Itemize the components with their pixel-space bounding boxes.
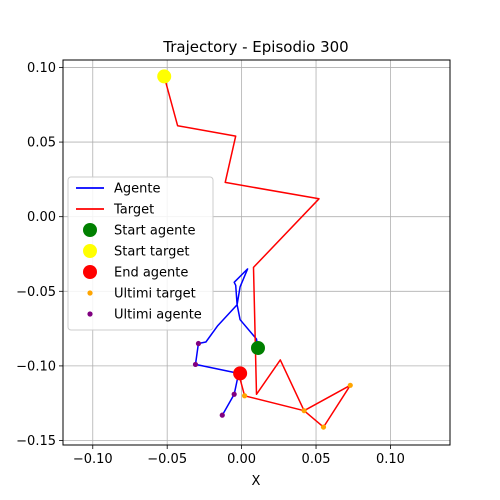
legend-label-start-agente: Start agente [114,224,195,239]
marker-ultimi-target [301,408,307,414]
y-tick-label: −0.10 [16,359,56,374]
legend-label-target: Target [113,203,154,218]
x-axis-label: X [252,474,261,489]
x-tick-label: 0.10 [376,452,405,467]
legend-box [67,176,214,331]
legend-label-ultimi-target: Ultimi target [114,287,196,302]
legend-swatch-ultimi-agente [87,311,93,317]
y-tick-label: 0.00 [27,210,56,225]
marker-start-target [157,69,172,84]
series-line-agente [194,268,259,416]
y-tick-label: 0.10 [27,61,56,76]
y-tick-label: 0.05 [27,136,56,151]
legend-label-end-agente: End agente [114,266,188,281]
axis-ticks: −0.10 −0.05 0.00 0.05 0.10 0.10 0.05 0.00 −0.05 −… [16,61,405,467]
x-tick-label: −0.05 [147,452,187,467]
legend-label-ultimi-agente: Ultimi agente [114,308,202,323]
series-line-target [163,76,352,428]
y-tick-label: −0.15 [16,434,56,449]
marker-end-agente [233,366,248,381]
legend: Agente Target Start agente Start target End … [67,176,214,331]
x-tick-label: 0.05 [302,452,331,467]
y-tick-label: −0.05 [16,285,56,300]
marker-start-agente [250,341,265,356]
x-tick-label: 0.00 [227,452,256,467]
marker-ultimi-agente [195,340,202,347]
chart-title: Trajectory - Episodio 300 [162,38,348,56]
marker-ultimi-agente [219,412,225,418]
plot-area [157,69,353,430]
marker-ultimi-agente [231,391,237,397]
marker-ultimi-target [320,424,327,430]
legend-swatch-start-target [83,244,97,258]
axes-frame [62,59,451,446]
legend-swatch-end-agente [83,265,97,279]
marker-ultimi-target [347,382,353,388]
legend-swatch-start-agente [83,223,97,237]
x-tick-label: −0.10 [73,452,113,467]
legend-swatch-ultimi-target [87,290,93,296]
legend-label-agente: Agente [114,182,160,197]
marker-ultimi-agente [192,361,199,368]
legend-label-start-target: Start target [114,245,189,260]
marker-ultimi-target [241,393,248,399]
